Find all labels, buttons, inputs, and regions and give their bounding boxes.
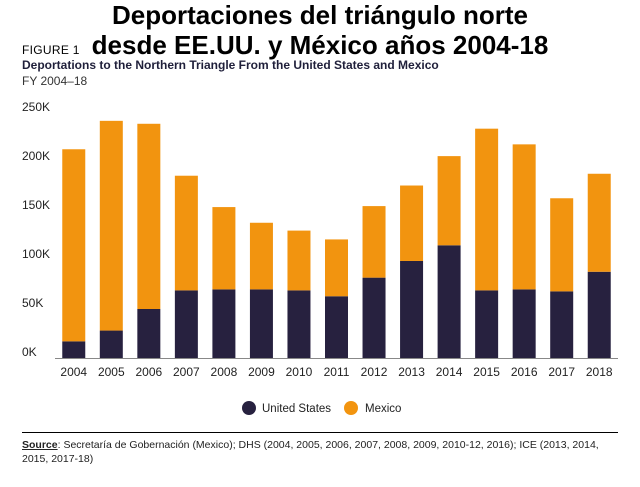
x-tick-label: 2006 [135, 365, 162, 379]
bar-mexico-2017 [550, 198, 574, 292]
bar-united-states-2017 [550, 291, 574, 358]
x-tick-label: 2015 [473, 365, 500, 379]
x-tick-label: 2018 [586, 365, 613, 379]
bar-mexico-2006 [137, 123, 161, 309]
source-note: Source: Secretaría de Gobernación (Mexic… [22, 438, 622, 466]
bar-mexico-2010 [287, 230, 311, 291]
bar-mexico-2005 [99, 120, 123, 331]
source-divider [22, 432, 618, 433]
x-tick-label: 2016 [511, 365, 538, 379]
bar-mexico-2013 [400, 185, 424, 261]
bar-united-states-2004 [62, 341, 86, 358]
x-tick-label: 2009 [248, 365, 275, 379]
y-tick-label: 250K [22, 100, 50, 114]
bar-united-states-2005 [99, 330, 123, 358]
x-tick-label: 2014 [436, 365, 463, 379]
bar-mexico-2009 [249, 222, 273, 290]
legend-mexico-label: Mexico [365, 403, 401, 415]
y-tick-label: 200K [22, 149, 50, 163]
bar-mexico-2016 [512, 144, 536, 290]
bar-mexico-2011 [325, 239, 348, 297]
bar-united-states-2011 [325, 296, 348, 358]
bar-united-states-2013 [400, 260, 424, 358]
bar-united-states-2006 [137, 309, 161, 358]
bar-mexico-2015 [475, 128, 499, 291]
x-tick-label: 2007 [173, 365, 200, 379]
bar-united-states-2016 [512, 289, 536, 358]
bar-united-states-2009 [249, 289, 273, 358]
bar-united-states-2008 [212, 289, 236, 358]
x-tick-label: 2012 [361, 365, 388, 379]
bar-united-states-2010 [287, 290, 311, 358]
source-key: Source [22, 439, 58, 451]
main-title: Deportaciones del triángulo norte desde … [0, 0, 640, 60]
legend-mexico-swatch [344, 401, 358, 415]
x-tick-label: 2017 [548, 365, 575, 379]
x-tick-label: 2013 [398, 365, 425, 379]
bar-united-states-2018 [587, 271, 611, 358]
bar-mexico-2014 [437, 156, 461, 246]
y-tick-label: 50K [22, 296, 43, 310]
bar-united-states-2012 [362, 277, 386, 358]
legend-united-states-label: United States [262, 403, 331, 415]
bar-mexico-2008 [212, 207, 236, 290]
bar-mexico-2004 [62, 149, 86, 342]
bar-mexico-2012 [362, 206, 386, 278]
x-tick-label: 2011 [324, 365, 350, 379]
main-title-line-2: desde EE.UU. y México años 2004-18 [91, 30, 549, 60]
source-text: : Secretaría de Gobernación (Mexico); DH… [22, 439, 599, 465]
bar-mexico-2018 [587, 173, 611, 272]
x-tick-label: 2004 [60, 365, 87, 379]
x-tick-label: 2008 [211, 365, 238, 379]
y-tick-label: 0K [22, 345, 37, 359]
bar-mexico-2007 [174, 175, 198, 291]
y-tick-label: 150K [22, 198, 50, 212]
x-tick-label: 2010 [286, 365, 313, 379]
legend-united-states-swatch [242, 401, 256, 415]
y-tick-label: 100K [22, 247, 50, 261]
chart-title: Deportations to the Northern Triangle Fr… [22, 58, 439, 72]
chart-subtitle: FY 2004–18 [22, 74, 88, 88]
bar-united-states-2007 [174, 290, 198, 358]
bar-united-states-2014 [437, 245, 461, 358]
main-title-line-1: Deportaciones del triángulo norte [111, 0, 529, 30]
bar-united-states-2015 [475, 290, 499, 358]
x-tick-label: 2005 [98, 365, 125, 379]
figure-label: FIGURE 1 [22, 43, 80, 57]
